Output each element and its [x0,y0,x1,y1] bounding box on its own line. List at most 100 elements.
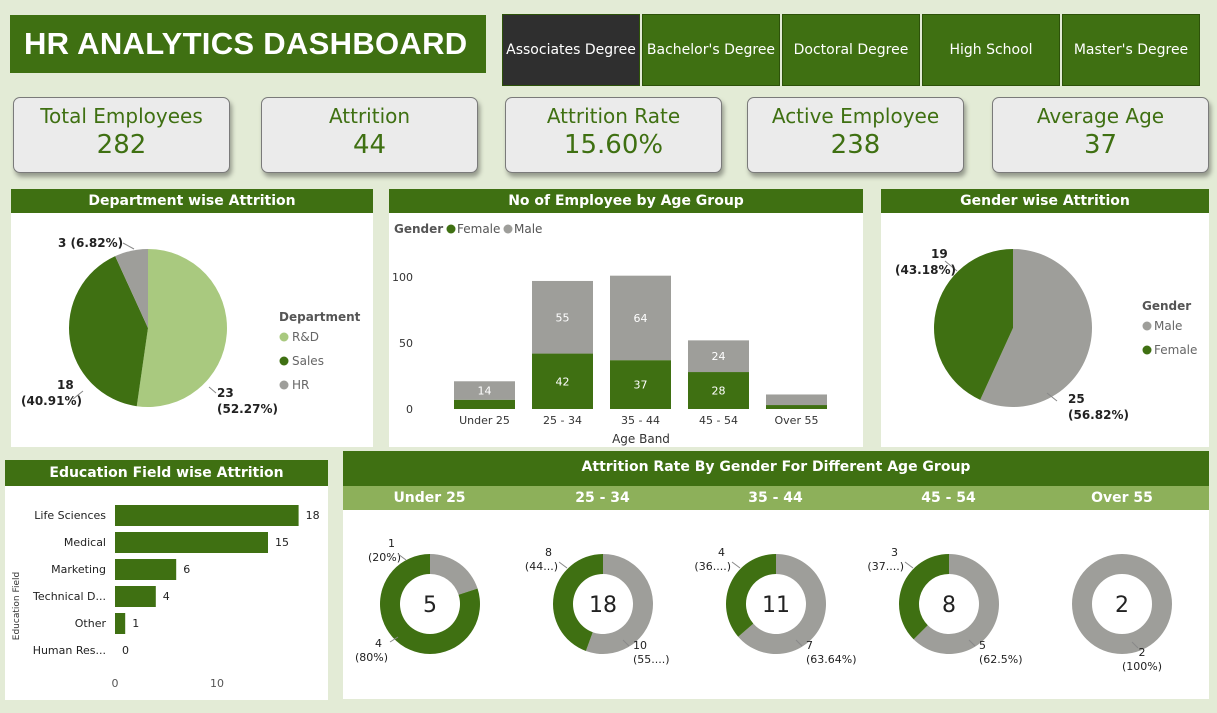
bar-male[interactable] [688,340,749,373]
pie-label-hr: 3 (6.82%) [58,236,123,250]
donut-total: 5 [423,593,437,618]
donut-callout-pct: (62.5%) [979,653,1023,666]
pie-label-rd: 23 [217,386,234,400]
bar-male[interactable] [454,381,515,400]
donut-callout-value: 5 [979,639,986,652]
y-tick: 50 [399,337,413,350]
age-group-panel: No of Employee by Age Group Gender Femal… [389,189,863,447]
bar-female[interactable] [454,399,515,409]
x-tick-label: 35 - 44 [621,414,660,427]
data-label: 0 [122,644,129,657]
age-band-header: Under 25 25 - 34 35 - 44 45 - 54 Over 55 [343,486,1209,510]
pie-slice-male[interactable] [980,249,1092,407]
kpi-attrition-rate: Attrition Rate 15.60% [505,97,722,173]
slicer-label: High School [949,42,1033,58]
bar-female[interactable] [766,405,827,409]
slicer-doctoral-degree[interactable]: Doctoral Degree [782,14,920,86]
bar[interactable] [115,505,299,526]
bar[interactable] [115,586,156,607]
legend-dot-sales [279,356,289,366]
donut-segment-male[interactable] [913,554,999,654]
panel-title: No of Employee by Age Group [389,189,863,213]
pie-slice-hr[interactable] [115,249,148,328]
data-label-male: 55 [556,311,570,324]
donut-segment-female[interactable] [553,554,603,651]
category-label: Medical [64,536,106,549]
data-label: 6 [183,563,190,576]
legend-male: Male [514,222,542,236]
bar[interactable] [115,532,268,553]
donut-segment-male[interactable] [585,554,653,654]
x-tick-label: 45 - 54 [699,414,738,427]
slicer-associates-degree[interactable]: Associates Degree [502,14,640,86]
donut-callout-value: 1 [388,537,395,550]
kpi-active-employee: Active Employee 238 [747,97,964,173]
donut-callout-value: 4 [718,546,725,559]
legend-dot-rd [279,332,289,342]
data-label-male: 14 [478,385,492,398]
y-tick: 100 [392,271,413,284]
data-label-male: 24 [712,350,726,363]
donut-callout-pct: (20%) [368,551,401,564]
donut-callout-value: 10 [633,639,647,652]
bar-female[interactable] [688,372,749,409]
slicer-bachelors-degree[interactable]: Bachelor's Degree [642,14,780,86]
kpi-total-employees: Total Employees 282 [13,97,230,173]
bar[interactable] [115,613,126,634]
slicer-masters-degree[interactable]: Master's Degree [1062,14,1200,86]
pie-slice-rd[interactable] [136,249,227,407]
bar-male[interactable] [610,275,671,361]
donut-2: 11 4(36....) 7(63.64%) [694,546,856,666]
x-tick: 0 [112,677,119,690]
slicer-label: Bachelor's Degree [646,42,776,58]
slicer-label: Associates Degree [506,42,636,58]
donut-segment-female[interactable] [726,554,776,637]
kpi-attrition: Attrition 44 [261,97,478,173]
y-tick: 0 [406,403,413,416]
category-label: Technical D... [32,590,106,603]
kpi-label: Active Employee [771,104,940,128]
pie-pct-female: (43.18%) [895,263,956,277]
education-bar-chart: Education Field Life Sciences 18 Medical 15… [12,505,320,690]
band-label: Over 55 [1091,490,1153,506]
bar[interactable] [115,559,177,580]
pie-pct-rd: (52.27%) [217,402,278,416]
donut-total: 2 [1115,593,1129,618]
legend-male: Male [1154,319,1182,333]
kpi-value: 282 [96,130,147,160]
category-label: Other [75,617,107,630]
legend-dot-male [1142,321,1152,331]
legend-dot-female [446,224,456,234]
donut-callout-value: 2 [1139,646,1146,659]
bar-female[interactable] [532,353,593,409]
slicer-high-school[interactable]: High School [922,14,1060,86]
legend-dot-hr [279,380,289,390]
donut-0: 5 1(20%) 4(80%) [355,537,480,664]
pie-label-male: 25 [1068,392,1085,406]
band-label: Under 25 [393,490,466,506]
kpi-label: Attrition Rate [546,104,681,128]
x-tick-label: 25 - 34 [543,414,582,427]
donut-segment-female[interactable] [380,554,480,654]
donut-callout-pct: (37....) [867,560,904,573]
data-label-female: 42 [556,375,570,388]
pie-label-female: 19 [931,247,948,261]
pie-slice-sales[interactable] [68,256,148,407]
donut-callout-pct: (36....) [694,560,731,573]
donut-callout-value: 8 [545,546,552,559]
donut-segment-male[interactable] [738,554,826,654]
kpi-average-age: Average Age 37 [992,97,1209,173]
bar-male[interactable] [532,280,593,354]
pie-slice-female[interactable] [934,248,1013,400]
donut-segment-male[interactable] [430,554,478,595]
kpi-value: 15.60% [563,130,664,160]
donut-segment-female[interactable] [898,554,949,640]
donut-segment-male[interactable] [1072,554,1172,654]
donut-charts: 51(20%)4(80%)188(44...)10(55....)114(36.… [355,537,1172,673]
data-label-female: 28 [712,385,726,398]
legend-dot-female [1142,345,1152,355]
bar-male[interactable] [766,394,827,406]
legend-rd: R&D [292,330,319,344]
data-label-male: 64 [634,312,648,325]
bar-female[interactable] [610,360,671,409]
